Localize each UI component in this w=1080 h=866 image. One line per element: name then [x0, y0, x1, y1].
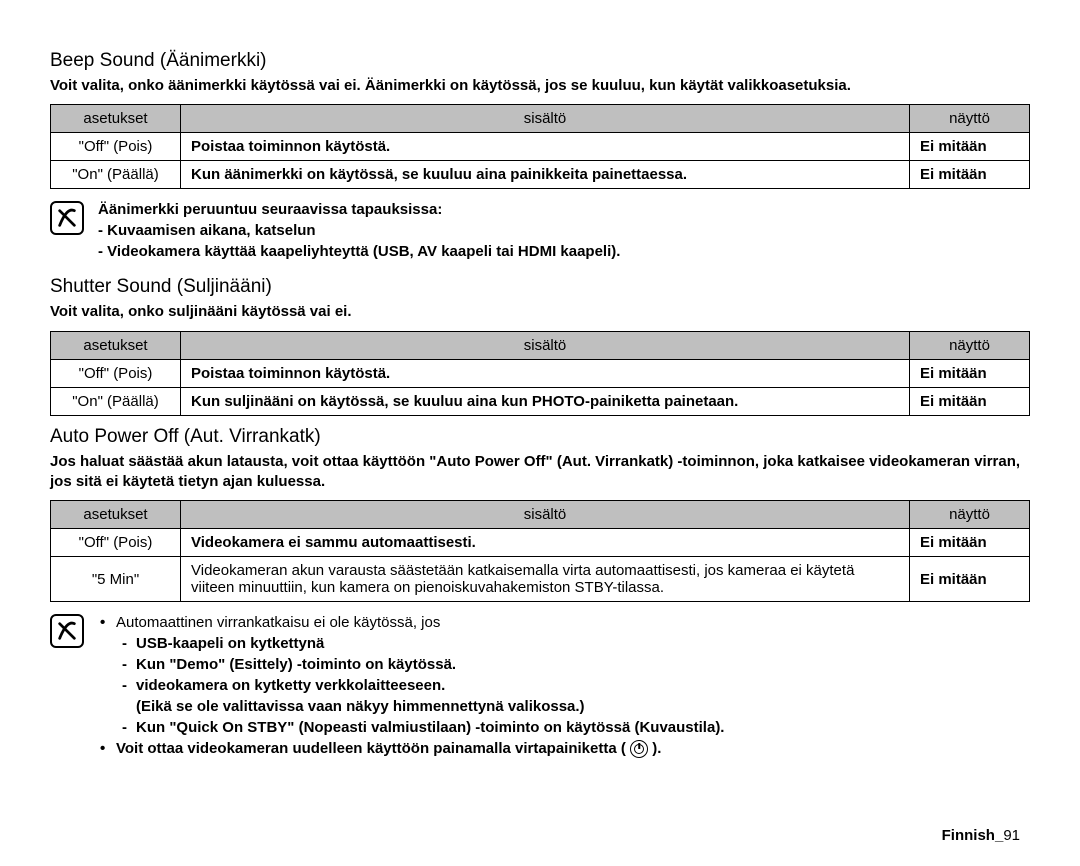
- power-icon: [630, 740, 648, 758]
- cell-content: Kun suljinääni on käytössä, se kuuluu ai…: [181, 387, 910, 415]
- shutter-table: asetukset sisältö näyttö "Off" (Pois) Po…: [50, 331, 1030, 416]
- note-line: - Kuvaamisen aikana, katselun: [98, 220, 1030, 241]
- note-autopower: Automaattinen virrankatkaisu ei ole käyt…: [50, 612, 1030, 759]
- cell-setting: "Off" (Pois): [51, 133, 181, 161]
- page-footer: Finnish_91: [942, 827, 1020, 844]
- th-display: näyttö: [910, 331, 1030, 359]
- note-icon: [50, 614, 84, 648]
- footer-page: 91: [1003, 827, 1020, 844]
- note-b2-end: ).: [652, 740, 661, 757]
- cell-setting: "On" (Päällä): [51, 387, 181, 415]
- cell-display: Ei mitään: [910, 529, 1030, 557]
- table-row: "Off" (Pois) Poistaa toiminnon käytöstä.…: [51, 133, 1030, 161]
- section-desc: Voit valita, onko suljinääni käytössä va…: [50, 302, 1030, 322]
- cell-setting: "5 Min": [51, 557, 181, 602]
- cell-content: Kun äänimerkki on käytössä, se kuuluu ai…: [181, 161, 910, 189]
- th-settings: asetukset: [51, 331, 181, 359]
- th-content: sisältö: [181, 331, 910, 359]
- section-shutter: Shutter Sound (Suljinääni) Voit valita, …: [50, 276, 1030, 415]
- th-settings: asetukset: [51, 501, 181, 529]
- note-sub: Kun "Quick On STBY" (Nopeasti valmiustil…: [116, 717, 1030, 738]
- note-line: - Videokamera käyttää kaapeliyhteyttä (U…: [98, 241, 1030, 262]
- section-autopower: Auto Power Off (Aut. Virrankatk) Jos hal…: [50, 426, 1030, 760]
- cell-display: Ei mitään: [910, 161, 1030, 189]
- section-title: Shutter Sound (Suljinääni): [50, 276, 1030, 298]
- th-display: näyttö: [910, 105, 1030, 133]
- th-content: sisältö: [181, 501, 910, 529]
- section-title: Beep Sound (Äänimerkki): [50, 50, 1030, 72]
- footer-lang: Finnish: [942, 827, 995, 844]
- note-body: Automaattinen virrankatkaisu ei ole käyt…: [98, 612, 1030, 759]
- cell-content: Videokameran akun varausta säästetään ka…: [181, 557, 910, 602]
- th-settings: asetukset: [51, 105, 181, 133]
- table-row: "Off" (Pois) Poistaa toiminnon käytöstä.…: [51, 359, 1030, 387]
- cell-setting: "Off" (Pois): [51, 529, 181, 557]
- note-body: Äänimerkki peruuntuu seuraavissa tapauks…: [98, 199, 1030, 262]
- cell-content: Poistaa toiminnon käytöstä.: [181, 359, 910, 387]
- section-title: Auto Power Off (Aut. Virrankatk): [50, 426, 1030, 448]
- table-row: "5 Min" Videokameran akun varausta sääst…: [51, 557, 1030, 602]
- th-display: näyttö: [910, 501, 1030, 529]
- section-beep: Beep Sound (Äänimerkki) Voit valita, onk…: [50, 50, 1030, 262]
- note-sub: videokamera on kytketty verkkolaitteesee…: [116, 675, 1030, 717]
- table-row: "On" (Päällä) Kun äänimerkki on käytössä…: [51, 161, 1030, 189]
- cell-content: Poistaa toiminnon käytöstä.: [181, 133, 910, 161]
- section-desc: Voit valita, onko äänimerkki käytössä va…: [50, 76, 1030, 96]
- note-sub: Kun "Demo" (Esittely) -toiminto on käytö…: [116, 654, 1030, 675]
- cell-display: Ei mitään: [910, 359, 1030, 387]
- autopower-table: asetukset sisältö näyttö "Off" (Pois) Vi…: [50, 500, 1030, 602]
- beep-table: asetukset sisältö näyttö "Off" (Pois) Po…: [50, 104, 1030, 189]
- th-content: sisältö: [181, 105, 910, 133]
- table-row: "On" (Päällä) Kun suljinääni on käytössä…: [51, 387, 1030, 415]
- cell-content: Videokamera ei sammu automaattisesti.: [181, 529, 910, 557]
- note-b2: Voit ottaa videokameran uudelleen käyttö…: [116, 740, 626, 757]
- cell-display: Ei mitään: [910, 133, 1030, 161]
- table-row: "Off" (Pois) Videokamera ei sammu automa…: [51, 529, 1030, 557]
- cell-setting: "On" (Päällä): [51, 161, 181, 189]
- note-beep: Äänimerkki peruuntuu seuraavissa tapauks…: [50, 199, 1030, 262]
- note-line: Äänimerkki peruuntuu seuraavissa tapauks…: [98, 199, 1030, 220]
- note-icon: [50, 201, 84, 235]
- cell-setting: "Off" (Pois): [51, 359, 181, 387]
- cell-display: Ei mitään: [910, 387, 1030, 415]
- section-desc: Jos haluat säästää akun latausta, voit o…: [50, 452, 1030, 493]
- cell-display: Ei mitään: [910, 557, 1030, 602]
- note-sub: USB-kaapeli on kytkettynä: [116, 633, 1030, 654]
- note-intro: Automaattinen virrankatkaisu ei ole käyt…: [116, 614, 440, 631]
